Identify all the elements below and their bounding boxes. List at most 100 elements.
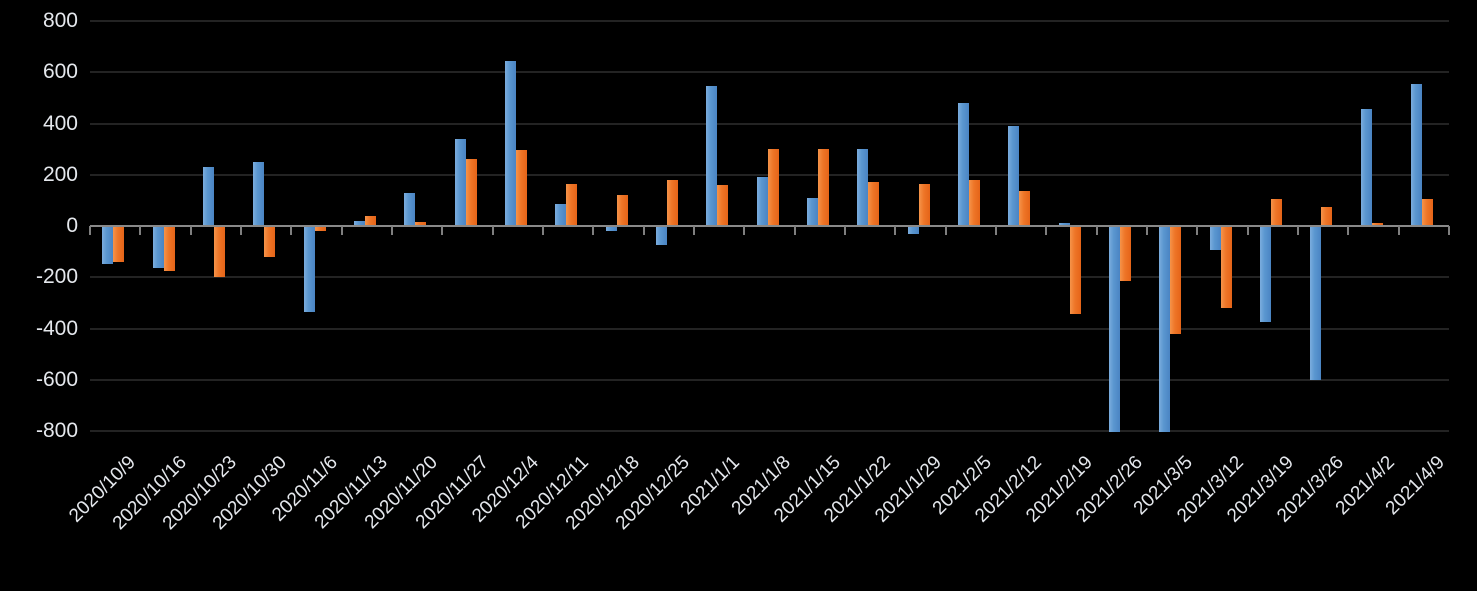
bar-orange-2021/3/26 xyxy=(1321,206,1333,226)
bar-orange-2020/11/20 xyxy=(415,222,427,226)
x-axis-tick xyxy=(894,226,897,235)
bar-blue-2021/1/29 xyxy=(907,226,919,234)
bar-blue-2020/12/18 xyxy=(605,226,617,232)
x-axis-tick xyxy=(491,226,494,235)
bar-blue-2021/1/15 xyxy=(806,197,818,226)
bar-blue-2020/12/11 xyxy=(555,204,567,226)
gridline--800 xyxy=(90,430,1449,432)
x-axis-tick xyxy=(642,226,645,235)
bar-orange-2021/2/19 xyxy=(1069,226,1081,315)
bar-orange-2021/1/1 xyxy=(717,185,729,226)
x-axis-tick xyxy=(240,226,242,235)
bar-orange-2021/4/9 xyxy=(1421,199,1433,226)
bar-orange-2021/2/5 xyxy=(968,179,980,226)
gridline-600 xyxy=(90,71,1449,74)
bar-orange-2020/12/4 xyxy=(515,150,527,226)
x-axis-tick xyxy=(1246,226,1249,235)
bar-orange-2020/10/16 xyxy=(163,226,175,271)
y-tick-label: -200 xyxy=(35,265,78,289)
bar-orange-2020/12/18 xyxy=(616,195,628,226)
x-axis-tick xyxy=(1297,226,1299,235)
x-axis-tick xyxy=(89,226,91,235)
bar-blue-2021/4/9 xyxy=(1410,83,1422,226)
bar-orange-2020/11/27 xyxy=(465,159,477,226)
y-tick-label: -400 xyxy=(35,316,78,340)
bar-orange-2020/12/11 xyxy=(566,183,578,226)
bar-orange-2020/10/9 xyxy=(113,226,125,262)
bar-blue-2020/10/16 xyxy=(152,226,164,269)
bar-blue-2021/2/19 xyxy=(1058,223,1070,226)
y-tick-label: -800 xyxy=(35,419,78,442)
bar-orange-2020/12/25 xyxy=(666,179,678,226)
gridline-400 xyxy=(90,122,1449,125)
y-tick-label: 0 xyxy=(66,214,78,237)
bar-orange-2021/3/12 xyxy=(1220,226,1232,308)
bar-blue-2020/10/30 xyxy=(253,161,265,226)
bar-orange-2021/1/29 xyxy=(918,183,930,226)
y-tick-label: -600 xyxy=(35,367,78,391)
x-axis-tick xyxy=(441,226,444,235)
x-axis-tick xyxy=(1095,226,1098,235)
bar-orange-2021/1/22 xyxy=(868,182,880,226)
bar-orange-2021/1/15 xyxy=(817,149,829,226)
bar-orange-2020/11/6 xyxy=(314,226,326,232)
bar-blue-2021/2/5 xyxy=(957,103,969,226)
x-axis-tick xyxy=(139,226,142,235)
bar-orange-2021/4/2 xyxy=(1371,223,1383,226)
bar-blue-2021/1/1 xyxy=(706,86,718,226)
y-tick-label: 800 xyxy=(42,9,78,32)
bar-blue-2021/3/12 xyxy=(1209,226,1221,251)
bar-blue-2020/11/20 xyxy=(404,192,416,226)
bar-blue-2020/11/6 xyxy=(303,226,315,312)
bar-orange-2021/1/8 xyxy=(767,149,779,226)
gridline--400 xyxy=(90,327,1449,330)
x-axis-tick xyxy=(1045,226,1048,235)
bar-blue-2021/3/5 xyxy=(1159,226,1171,433)
x-axis-tick xyxy=(391,226,393,235)
zero-axis-line xyxy=(90,225,1449,227)
x-axis-tick xyxy=(542,226,544,235)
x-axis-tick xyxy=(1146,226,1148,235)
x-axis-tick xyxy=(290,226,293,235)
bar-blue-2020/12/4 xyxy=(504,60,516,226)
y-tick-label: 400 xyxy=(42,111,78,135)
bar-orange-2020/11/13 xyxy=(364,215,376,226)
bar-orange-2021/3/5 xyxy=(1170,226,1182,334)
bar-orange-2021/2/12 xyxy=(1019,191,1031,226)
bar-blue-2020/11/13 xyxy=(353,220,365,226)
gridline-800 xyxy=(90,20,1449,22)
x-axis-tick xyxy=(693,226,695,235)
x-axis-tick xyxy=(592,226,595,235)
x-axis-tick xyxy=(1397,226,1400,235)
bar-orange-2020/10/23 xyxy=(213,226,225,278)
gridline--200 xyxy=(90,276,1449,279)
x-axis-tick xyxy=(995,226,997,235)
bar-blue-2020/10/23 xyxy=(202,167,214,226)
bar-blue-2021/4/2 xyxy=(1360,109,1372,226)
x-axis-tick xyxy=(743,226,746,235)
x-axis-tick xyxy=(340,226,343,235)
x-axis-tick xyxy=(844,226,846,235)
bar-blue-2020/12/25 xyxy=(655,226,667,246)
bar-blue-2021/3/19 xyxy=(1259,226,1271,323)
x-axis-tick xyxy=(793,226,796,235)
x-axis-tick xyxy=(1196,226,1199,235)
bar-orange-2020/10/30 xyxy=(264,226,276,257)
bar-blue-2021/2/12 xyxy=(1008,126,1020,226)
bar-orange-2021/3/19 xyxy=(1270,199,1282,226)
x-axis-tick xyxy=(944,226,947,235)
gridline--600 xyxy=(90,378,1449,381)
x-axis-tick xyxy=(189,226,192,235)
bar-blue-2021/3/26 xyxy=(1310,226,1322,380)
y-tick-label: 600 xyxy=(42,60,78,84)
x-axis-tick xyxy=(1448,226,1450,235)
bar-blue-2021/1/22 xyxy=(857,149,869,226)
x-axis-tick xyxy=(1347,226,1350,235)
y-tick-label: 200 xyxy=(42,162,78,186)
bar-blue-2021/2/26 xyxy=(1108,226,1120,433)
bar-orange-2021/2/26 xyxy=(1119,226,1131,282)
bar-blue-2020/11/27 xyxy=(454,138,466,226)
bar-blue-2020/10/9 xyxy=(102,226,114,265)
bar-blue-2021/1/8 xyxy=(756,177,768,226)
